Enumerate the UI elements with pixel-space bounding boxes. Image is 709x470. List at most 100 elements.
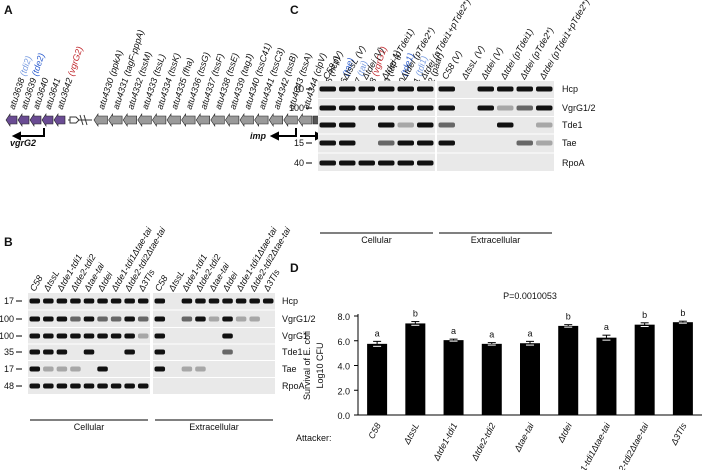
band (319, 86, 336, 92)
band (181, 316, 193, 322)
y-axis-label: Log10 CFU (315, 342, 325, 388)
error-bar (526, 340, 534, 346)
band (397, 105, 414, 111)
error-bar (564, 324, 573, 328)
band (222, 298, 233, 304)
band (516, 86, 533, 92)
gene-arrow (181, 113, 196, 127)
band (195, 298, 206, 304)
band (124, 316, 135, 322)
band (397, 86, 414, 92)
band (83, 349, 95, 355)
size-marker: 100 (0, 314, 14, 324)
x-tick-label: Δtdei (555, 420, 574, 445)
band (339, 122, 356, 128)
band (181, 298, 193, 304)
error-bar (678, 320, 687, 324)
band (516, 140, 533, 146)
band (417, 140, 434, 146)
band (417, 105, 434, 111)
bar (558, 325, 579, 415)
protein-label: Hcp (562, 84, 578, 94)
band (319, 122, 336, 128)
band (43, 383, 54, 389)
band (319, 140, 336, 146)
band (358, 105, 375, 111)
group-label: Extracellular (471, 235, 521, 245)
x-axis-label: Attacker: (296, 433, 332, 443)
x-tick-label: Δtde2-tdi2Δtae-tai (607, 420, 651, 470)
band (154, 316, 166, 322)
significance-letter: b (642, 310, 647, 320)
y-axis-label: Survival of E. coli (302, 331, 312, 400)
band (56, 298, 68, 304)
gene-arrow (5, 113, 18, 127)
band (262, 298, 274, 304)
size-marker: 15 (294, 138, 304, 148)
band (83, 383, 95, 389)
band (235, 316, 247, 322)
error-bar (640, 322, 649, 328)
band (29, 316, 41, 322)
band (378, 140, 395, 146)
gene-arrow (225, 113, 240, 127)
gene-arrow (29, 113, 42, 127)
band (397, 160, 414, 166)
band (397, 140, 414, 146)
gene-label: atu3642 (vgrG2) (55, 45, 85, 110)
bar (443, 340, 464, 415)
x-tick-label: Δtde2-tdi2 (469, 421, 498, 463)
bar (672, 322, 693, 415)
band (249, 298, 260, 304)
y-tick-label: 6.0 (337, 337, 350, 347)
error-bar (487, 342, 496, 346)
gene-arrow (152, 113, 167, 127)
gene-name: (fha) (180, 57, 195, 78)
band (536, 86, 553, 92)
size-marker: 17 (4, 364, 14, 374)
band (110, 316, 122, 322)
band (83, 333, 95, 339)
significance-letter: a (375, 328, 380, 338)
significance-letter: b (566, 312, 571, 322)
bar (634, 324, 655, 415)
band (29, 333, 41, 339)
significance-letter: a (604, 322, 609, 332)
band (124, 333, 135, 339)
band (477, 105, 494, 111)
y-tick-label: 4.0 (337, 362, 350, 372)
band (154, 333, 166, 339)
bar (405, 323, 426, 415)
band (110, 298, 122, 304)
band (29, 383, 41, 389)
panel-label: B (4, 235, 13, 249)
panel-label: D (290, 261, 299, 275)
band (417, 86, 434, 92)
band (154, 366, 166, 372)
band (97, 383, 108, 389)
band (70, 316, 81, 322)
band (43, 316, 54, 322)
band (378, 86, 395, 92)
band (70, 333, 81, 339)
band (97, 333, 108, 339)
band (516, 105, 533, 111)
significance-letter: a (489, 330, 494, 340)
y-tick-label: 0.0 (337, 411, 350, 421)
chart-title: P=0.0010053 (503, 291, 557, 301)
lane-label: C58 (153, 274, 170, 293)
band (124, 383, 135, 389)
gene-arrow (93, 113, 108, 127)
band (110, 383, 122, 389)
size-marker: 35 (4, 347, 14, 357)
band (154, 298, 166, 304)
band (137, 383, 149, 389)
band (358, 86, 375, 92)
significance-letter: b (680, 308, 685, 318)
band (43, 333, 54, 339)
gene-arrow (166, 113, 181, 127)
gene-name: (tde2) (30, 52, 47, 77)
gene-arrow (298, 113, 313, 127)
size-marker: 17 (4, 296, 14, 306)
gene-arrow (268, 113, 283, 127)
